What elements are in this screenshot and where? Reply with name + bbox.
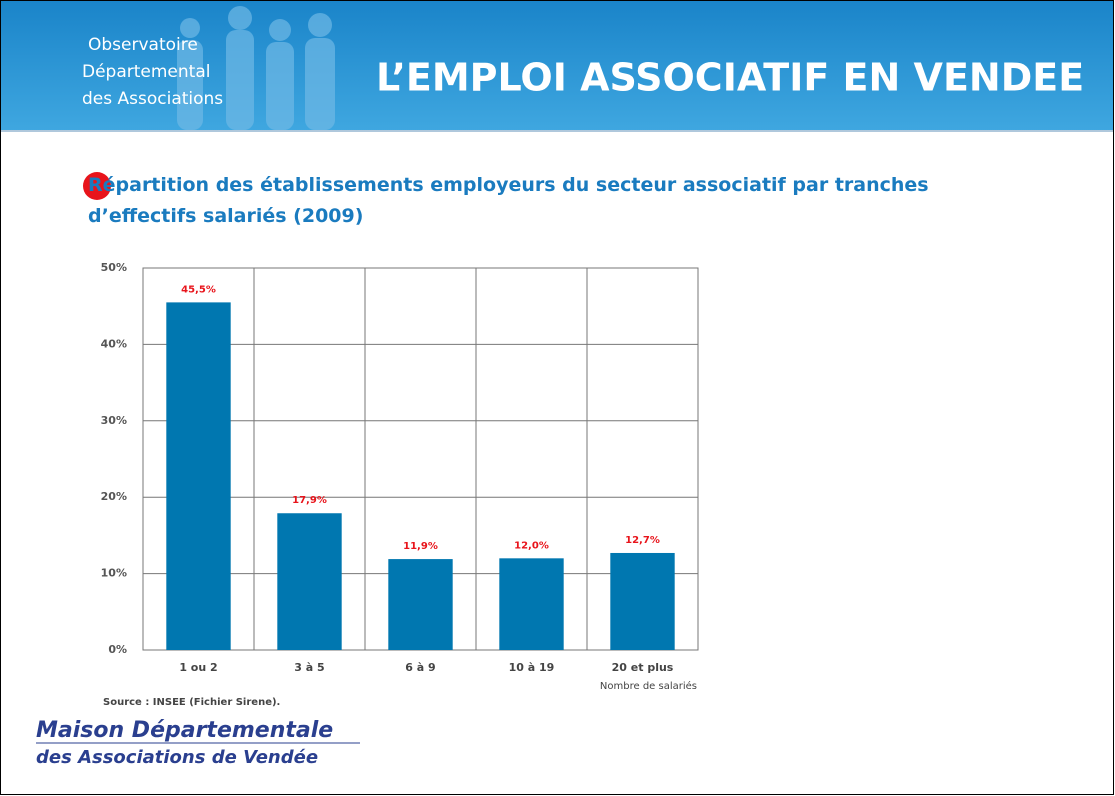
org-line: des Associations bbox=[82, 89, 223, 109]
x-tick-label: 6 à 9 bbox=[405, 661, 435, 674]
y-tick-label: 50% bbox=[101, 261, 127, 274]
bar bbox=[610, 553, 674, 650]
footer-logo-line: des Associations de Vendée bbox=[36, 747, 318, 768]
x-axis-label: Nombre de salariés bbox=[600, 680, 697, 692]
x-tick-label: 20 et plus bbox=[612, 661, 674, 674]
footer-logo-line: Maison Départementale bbox=[36, 718, 333, 743]
y-tick-label: 30% bbox=[101, 414, 127, 427]
chart-title: Répartition des établissements employeur… bbox=[88, 170, 1038, 232]
org-line: Départemental bbox=[82, 62, 210, 82]
org-line: Observatoire bbox=[88, 35, 198, 55]
y-tick-label: 0% bbox=[108, 643, 127, 656]
y-tick-label: 10% bbox=[101, 567, 127, 580]
header-title: L’EMPLOI ASSOCIATIF EN VENDEE bbox=[376, 56, 1084, 100]
y-tick-label: 40% bbox=[101, 337, 127, 350]
data-label: 11,9% bbox=[403, 541, 438, 552]
bar bbox=[166, 302, 230, 650]
slide: Observatoire Départemental des Associati… bbox=[0, 0, 1115, 796]
data-label: 17,9% bbox=[292, 495, 327, 506]
x-tick-label: 1 ou 2 bbox=[179, 661, 217, 674]
bar bbox=[499, 558, 563, 650]
data-label: 12,0% bbox=[514, 540, 549, 551]
data-label: 12,7% bbox=[625, 535, 660, 546]
x-tick-label: 3 à 5 bbox=[294, 661, 324, 674]
data-label: 45,5% bbox=[181, 284, 216, 295]
y-tick-label: 20% bbox=[101, 490, 127, 503]
x-tick-label: 10 à 19 bbox=[509, 661, 555, 674]
source-note: Source : INSEE (Fichier Sirene). bbox=[103, 697, 280, 708]
bar bbox=[277, 513, 341, 650]
bar bbox=[388, 559, 452, 650]
chart-title-box: Répartition des établissements employeur… bbox=[88, 170, 1038, 240]
